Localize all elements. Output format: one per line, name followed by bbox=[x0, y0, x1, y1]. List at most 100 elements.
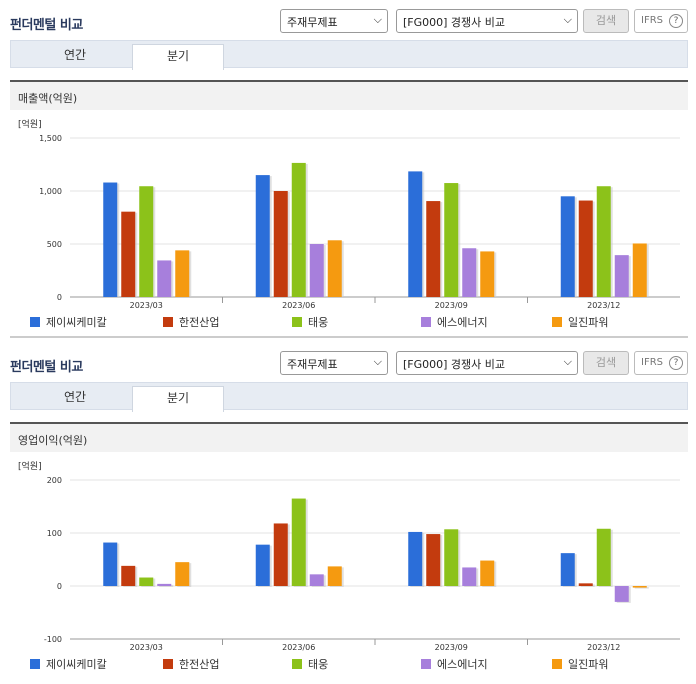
comparison-group-select[interactable]: [FG000] 경쟁사 비교 ⌵ bbox=[396, 351, 578, 375]
help-icon: ? bbox=[669, 356, 683, 370]
x-tick-label: 2023/12 bbox=[587, 301, 620, 310]
bar-0-4[interactable] bbox=[175, 562, 190, 586]
y-tick-label: 1,500 bbox=[39, 134, 62, 143]
bar-shadow bbox=[634, 587, 649, 589]
unit-label: [억원] bbox=[18, 118, 42, 130]
bar-1-4[interactable] bbox=[327, 566, 342, 586]
legend-swatch bbox=[292, 317, 302, 327]
sales-bar-chart: [억원] 0 500 1,000 1,500 2023/03 2023/06 2023/09 2… bbox=[18, 118, 680, 310]
bar-2-2[interactable] bbox=[444, 183, 459, 297]
legend-item[interactable]: 일진파워 bbox=[552, 656, 608, 672]
comparison-group-select[interactable]: [FG000] 경쟁사 비교 ⌵ bbox=[396, 9, 578, 33]
bar-1-2[interactable] bbox=[291, 162, 306, 297]
bar-0-2[interactable] bbox=[139, 186, 154, 297]
y-tick-label: 0 bbox=[57, 582, 62, 591]
legend-label: 태웅 bbox=[308, 658, 329, 671]
bar-0-0[interactable] bbox=[103, 542, 118, 586]
legend-swatch bbox=[292, 659, 302, 669]
bar-1-0[interactable] bbox=[255, 544, 270, 586]
select-value: [FG000] 경쟁사 비교 bbox=[403, 358, 506, 371]
statement-type-select[interactable]: 주재무제표 ⌵ bbox=[280, 9, 388, 33]
help-icon: ? bbox=[669, 14, 683, 28]
bar-3-0[interactable] bbox=[560, 553, 575, 586]
legend-swatch bbox=[552, 659, 562, 669]
chart-legend: 제이씨케미칼 한전산업 태웅 에스에너지 일진파워 bbox=[30, 656, 670, 672]
bar-3-2[interactable] bbox=[596, 186, 611, 297]
legend-swatch bbox=[421, 659, 431, 669]
panel-title: 펀더멘털 비교 bbox=[10, 360, 83, 375]
chevron-down-icon: ⌵ bbox=[373, 355, 382, 368]
search-button[interactable]: 검색 bbox=[583, 9, 629, 33]
ifrs-button[interactable]: IFRS? bbox=[634, 9, 688, 33]
legend-swatch bbox=[30, 317, 40, 327]
legend-item[interactable]: 제이씨케미칼 bbox=[30, 656, 107, 672]
x-tick-label: 2023/06 bbox=[282, 643, 315, 652]
y-tick-label: -100 bbox=[44, 635, 62, 644]
bar-2-3[interactable] bbox=[462, 248, 477, 297]
legend-item[interactable]: 제이씨케미칼 bbox=[30, 314, 107, 330]
tab-quarterly[interactable]: 분기 bbox=[132, 44, 224, 70]
bar-3-4[interactable] bbox=[632, 586, 647, 588]
ifrs-button[interactable]: IFRS? bbox=[634, 351, 688, 375]
x-tick-label: 2023/09 bbox=[435, 643, 468, 652]
bar-3-1[interactable] bbox=[578, 583, 593, 586]
tab-annual[interactable]: 연간 bbox=[63, 390, 87, 404]
bar-0-3[interactable] bbox=[157, 583, 172, 586]
period-tabs: 연간 분기 bbox=[10, 40, 688, 70]
legend-swatch bbox=[163, 659, 173, 669]
legend-item[interactable]: 한전산업 bbox=[163, 656, 219, 672]
panel-title: 펀더멘털 비교 bbox=[10, 18, 83, 33]
bar-3-0[interactable] bbox=[560, 196, 575, 297]
legend-swatch bbox=[163, 317, 173, 327]
bar-0-1[interactable] bbox=[121, 565, 136, 586]
legend-item[interactable]: 태웅 bbox=[292, 656, 328, 672]
legend-label: 한전산업 bbox=[179, 658, 220, 671]
chevron-down-icon: ⌵ bbox=[373, 13, 382, 26]
bar-0-4[interactable] bbox=[175, 250, 190, 297]
bar-2-0[interactable] bbox=[408, 171, 423, 297]
bar-1-3[interactable] bbox=[309, 574, 324, 586]
legend-label: 태웅 bbox=[308, 316, 329, 329]
legend-label: 한전산업 bbox=[179, 316, 220, 329]
legend-item[interactable]: 일진파워 bbox=[552, 314, 608, 330]
bar-1-1[interactable] bbox=[273, 191, 288, 297]
legend-item[interactable]: 한전산업 bbox=[163, 314, 219, 330]
panel-header: 펀더멘털 비교 주재무제표 ⌵ [FG000] 경쟁사 비교 ⌵ 검색 IFRS? bbox=[0, 0, 696, 34]
bar-3-3[interactable] bbox=[614, 255, 629, 297]
tab-annual[interactable]: 연간 bbox=[63, 48, 87, 62]
bar-3-2[interactable] bbox=[596, 528, 611, 586]
operating-profit-bar-chart: [억원] -100 0 100 200 2023/03 2023/06 2023/09 2023… bbox=[18, 460, 680, 652]
chart-legend: 제이씨케미칼 한전산업 태웅 에스에너지 일진파워 bbox=[30, 314, 670, 330]
bar-3-1[interactable] bbox=[578, 200, 593, 297]
select-value: [FG000] 경쟁사 비교 bbox=[403, 16, 506, 29]
bar-2-2[interactable] bbox=[444, 529, 459, 586]
legend-item[interactable]: 에스에너지 bbox=[421, 656, 488, 672]
bar-0-3[interactable] bbox=[157, 260, 172, 297]
y-tick-label: 100 bbox=[47, 529, 62, 538]
bar-0-2[interactable] bbox=[139, 577, 154, 586]
tab-quarterly[interactable]: 분기 bbox=[132, 386, 224, 412]
bar-1-1[interactable] bbox=[273, 523, 288, 586]
bar-2-0[interactable] bbox=[408, 531, 423, 586]
bar-3-4[interactable] bbox=[632, 243, 647, 297]
x-tick-label: 2023/12 bbox=[587, 643, 620, 652]
legend-label: 일진파워 bbox=[568, 658, 609, 671]
legend-item[interactable]: 태웅 bbox=[292, 314, 328, 330]
bar-2-1[interactable] bbox=[426, 534, 441, 586]
search-button[interactable]: 검색 bbox=[583, 351, 629, 375]
bar-2-4[interactable] bbox=[480, 560, 495, 586]
bar-2-3[interactable] bbox=[462, 567, 477, 586]
legend-swatch bbox=[421, 317, 431, 327]
bar-1-3[interactable] bbox=[309, 244, 324, 297]
bar-1-4[interactable] bbox=[327, 240, 342, 297]
bar-2-4[interactable] bbox=[480, 251, 495, 297]
bar-2-1[interactable] bbox=[426, 201, 441, 297]
bar-1-2[interactable] bbox=[291, 498, 306, 586]
chart-subheader: 영업이익(억원) bbox=[10, 422, 688, 452]
bar-0-1[interactable] bbox=[121, 211, 136, 297]
statement-type-select[interactable]: 주재무제표 ⌵ bbox=[280, 351, 388, 375]
bar-1-0[interactable] bbox=[255, 175, 270, 297]
bar-0-0[interactable] bbox=[103, 182, 118, 297]
legend-item[interactable]: 에스에너지 bbox=[421, 314, 488, 330]
bar-3-3[interactable] bbox=[614, 586, 629, 602]
